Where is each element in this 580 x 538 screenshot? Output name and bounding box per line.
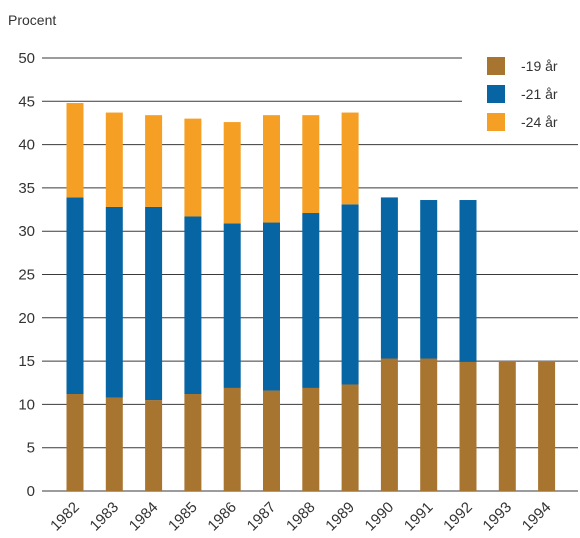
bar-segment-1988-0 <box>302 387 320 491</box>
bar-segment-1985-0 <box>184 394 202 491</box>
bars <box>66 103 556 491</box>
y-tick-label: 40 <box>18 137 35 154</box>
y-tick-label: 0 <box>27 483 35 500</box>
x-axis-ticks: 1982 1983 1984 1985 1986 1987 1988 1989 1990 1991… <box>47 499 554 535</box>
y-axis-label: Procent <box>8 12 56 28</box>
legend-label: -24 år <box>521 114 558 130</box>
bar-segment-1984-2 <box>145 115 163 207</box>
bar-segment-1984-1 <box>145 206 163 401</box>
x-tick-label: 1983 <box>87 499 123 535</box>
x-tick-label: 1992 <box>440 499 476 535</box>
bar-segment-1992-1 <box>459 200 477 362</box>
bar-segment-1990-0 <box>380 358 398 491</box>
bar-segment-1993-0 <box>498 361 516 491</box>
bar-segment-1987-0 <box>263 390 280 491</box>
y-tick-label: 35 <box>18 180 35 197</box>
x-tick-label: 1982 <box>47 499 83 535</box>
bar-segment-1985-2 <box>184 118 202 217</box>
bar-segment-1994-0 <box>538 361 556 491</box>
legend-swatch <box>487 85 505 103</box>
legend-swatch <box>487 113 505 131</box>
bar-segment-1991-1 <box>420 200 438 359</box>
legend-label: -19 år <box>521 58 558 74</box>
legend: -19 år -21 år -24 år <box>487 57 558 131</box>
bar-segment-1990-1 <box>380 197 398 359</box>
x-tick-label: 1985 <box>165 499 201 535</box>
x-tick-label: 1990 <box>362 499 398 535</box>
x-tick-label: 1984 <box>126 499 162 535</box>
bar-segment-1989-2 <box>341 112 359 205</box>
bar-segment-1991-0 <box>420 358 438 491</box>
bar-segment-1987-2 <box>263 115 280 223</box>
bar-segment-1988-1 <box>302 213 320 388</box>
bar-segment-1992-0 <box>459 361 477 491</box>
y-tick-label: 30 <box>18 223 35 240</box>
legend-label: -21 år <box>521 86 558 102</box>
y-tick-label: 5 <box>27 440 35 457</box>
bar-segment-1982-0 <box>66 394 84 491</box>
y-tick-label: 10 <box>18 396 35 413</box>
bar-segment-1982-1 <box>66 197 84 395</box>
x-tick-label: 1987 <box>244 499 280 535</box>
x-tick-label: 1986 <box>204 499 240 535</box>
y-tick-label: 50 <box>18 50 35 67</box>
legend-swatch <box>487 57 505 75</box>
bar-segment-1988-2 <box>302 115 320 214</box>
x-tick-label: 1989 <box>322 499 358 535</box>
bar-segment-1987-1 <box>263 222 280 391</box>
bar-segment-1984-0 <box>145 400 163 491</box>
y-tick-label: 20 <box>18 310 35 327</box>
y-tick-label: 15 <box>18 353 35 370</box>
bar-segment-1986-0 <box>223 387 241 491</box>
x-tick-label: 1994 <box>519 499 555 535</box>
bar-segment-1989-1 <box>341 204 359 385</box>
y-tick-label: 25 <box>18 267 35 284</box>
bar-segment-1983-2 <box>105 112 123 207</box>
bar-segment-1983-1 <box>105 206 123 398</box>
y-axis-ticks: 0 5 10 15 20 25 30 35 40 45 50 <box>18 50 35 500</box>
bar-segment-1986-1 <box>223 223 241 388</box>
x-tick-label: 1988 <box>283 499 319 535</box>
bar-segment-1983-0 <box>105 397 123 491</box>
x-tick-label: 1993 <box>480 499 516 535</box>
y-tick-label: 45 <box>18 93 35 110</box>
x-tick-label: 1991 <box>401 499 437 535</box>
bar-segment-1982-2 <box>66 103 84 198</box>
bar-segment-1986-2 <box>223 122 241 224</box>
bar-segment-1989-0 <box>341 384 359 491</box>
bar-segment-1985-1 <box>184 216 202 395</box>
